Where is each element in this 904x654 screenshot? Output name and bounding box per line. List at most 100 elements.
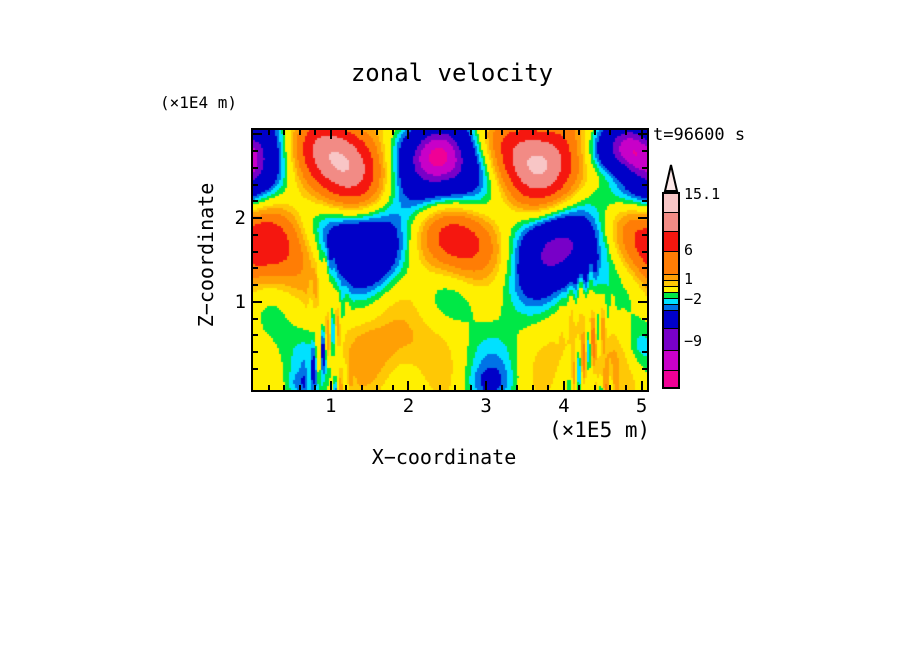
x-minor-tick bbox=[516, 385, 518, 390]
x-major-tick bbox=[330, 130, 332, 139]
colorbar-label-15.1: 15.1 bbox=[684, 185, 721, 203]
x-major-tick bbox=[485, 381, 487, 390]
x-minor-tick bbox=[594, 385, 596, 390]
colorbar-segment-7 bbox=[664, 292, 678, 298]
z-minor-tick bbox=[642, 200, 647, 202]
x-minor-tick bbox=[501, 385, 503, 390]
x-major-tick bbox=[407, 381, 409, 390]
x-minor-tick bbox=[532, 385, 534, 390]
x-minor-tick bbox=[268, 130, 270, 135]
x-minor-tick bbox=[454, 130, 456, 135]
x-minor-tick bbox=[454, 385, 456, 390]
colorbar-label-−9: −9 bbox=[684, 332, 703, 350]
colorbar-segment-5 bbox=[664, 280, 678, 286]
z-minor-tick bbox=[253, 234, 258, 236]
x-minor-tick bbox=[609, 130, 611, 135]
x-minor-tick bbox=[625, 130, 627, 135]
x-minor-tick bbox=[594, 130, 596, 135]
z-axis-unit-label: (×1E4 m) bbox=[160, 93, 238, 112]
z-minor-tick bbox=[253, 167, 258, 169]
plot-area bbox=[251, 128, 649, 392]
x-minor-tick bbox=[376, 385, 378, 390]
z-major-tick bbox=[253, 133, 262, 135]
z-major-tick bbox=[638, 217, 647, 219]
x-axis-unit-label: (×1E5 m) bbox=[549, 418, 651, 442]
x-minor-tick bbox=[439, 385, 441, 390]
z-major-tick bbox=[638, 133, 647, 135]
z-minor-tick bbox=[642, 368, 647, 370]
x-major-tick bbox=[485, 130, 487, 139]
x-tick-label-1: 1 bbox=[324, 395, 337, 417]
x-minor-tick bbox=[345, 385, 347, 390]
z-major-tick bbox=[253, 301, 262, 303]
z-tick-label-2: 2 bbox=[234, 207, 246, 230]
z-axis-title: Z−coordinate bbox=[194, 182, 218, 328]
x-minor-tick bbox=[283, 130, 285, 135]
colorbar-segment-4 bbox=[664, 274, 678, 280]
x-minor-tick bbox=[268, 385, 270, 390]
colorbar bbox=[662, 192, 680, 389]
z-major-tick bbox=[253, 217, 262, 219]
time-annotation: t=96600 s bbox=[653, 125, 746, 145]
z-minor-tick bbox=[642, 284, 647, 286]
x-minor-tick bbox=[361, 385, 363, 390]
z-minor-tick bbox=[253, 251, 258, 253]
colorbar-label-1: 1 bbox=[684, 270, 694, 288]
x-minor-tick bbox=[299, 385, 301, 390]
x-major-tick bbox=[641, 381, 643, 390]
x-minor-tick bbox=[578, 130, 580, 135]
x-minor-tick bbox=[314, 385, 316, 390]
x-minor-tick bbox=[547, 130, 549, 135]
z-minor-tick bbox=[253, 318, 258, 320]
x-minor-tick bbox=[423, 385, 425, 390]
z-minor-tick bbox=[642, 267, 647, 269]
x-tick-label-5: 5 bbox=[635, 395, 648, 417]
z-minor-tick bbox=[642, 150, 647, 152]
colorbar-segment-3 bbox=[664, 251, 678, 274]
colorbar-segment-8 bbox=[664, 298, 678, 304]
z-minor-tick bbox=[253, 184, 258, 186]
x-axis-title: X−coordinate bbox=[371, 445, 517, 469]
z-tick-label-1: 1 bbox=[234, 290, 246, 313]
z-minor-tick bbox=[253, 284, 258, 286]
x-major-tick bbox=[330, 381, 332, 390]
x-minor-tick bbox=[314, 130, 316, 135]
colorbar-segment-12 bbox=[664, 350, 678, 370]
x-major-tick bbox=[563, 130, 565, 139]
z-minor-tick bbox=[642, 251, 647, 253]
z-minor-tick bbox=[642, 318, 647, 320]
colorbar-segment-0 bbox=[664, 194, 678, 212]
z-minor-tick bbox=[253, 368, 258, 370]
z-minor-tick bbox=[642, 351, 647, 353]
x-minor-tick bbox=[283, 385, 285, 390]
z-minor-tick bbox=[642, 184, 647, 186]
x-minor-tick bbox=[439, 130, 441, 135]
x-minor-tick bbox=[361, 130, 363, 135]
x-major-tick bbox=[407, 130, 409, 139]
colorbar-segment-6 bbox=[664, 286, 678, 292]
x-minor-tick bbox=[470, 385, 472, 390]
colorbar-label-6: 6 bbox=[684, 241, 694, 259]
x-tick-label-4: 4 bbox=[558, 395, 570, 417]
x-minor-tick bbox=[625, 385, 627, 390]
z-minor-tick bbox=[253, 267, 258, 269]
x-tick-label-2: 2 bbox=[402, 395, 415, 417]
x-minor-tick bbox=[392, 385, 394, 390]
z-minor-tick bbox=[253, 150, 258, 152]
z-minor-tick bbox=[253, 334, 258, 336]
x-minor-tick bbox=[376, 130, 378, 135]
x-minor-tick bbox=[501, 130, 503, 135]
z-major-tick bbox=[638, 301, 647, 303]
z-minor-tick bbox=[253, 200, 258, 202]
x-minor-tick bbox=[392, 130, 394, 135]
colorbar-segment-9 bbox=[664, 304, 678, 310]
colorbar-label-−2: −2 bbox=[684, 290, 703, 308]
chart-title: zonal velocity bbox=[350, 59, 554, 87]
z-minor-tick bbox=[642, 167, 647, 169]
x-major-tick bbox=[563, 381, 565, 390]
z-minor-tick bbox=[642, 334, 647, 336]
x-minor-tick bbox=[609, 385, 611, 390]
colorbar-segment-10 bbox=[664, 310, 678, 328]
colorbar-segment-13 bbox=[664, 370, 678, 387]
